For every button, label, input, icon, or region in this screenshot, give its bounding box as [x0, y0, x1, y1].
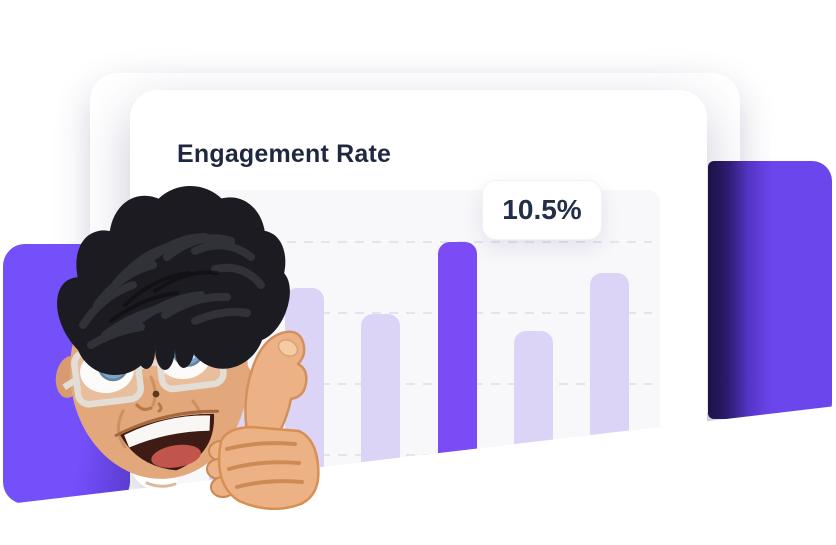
bar — [590, 273, 629, 505]
decoration-right-shape — [708, 161, 832, 419]
avatar-nose — [135, 375, 163, 413]
gridline — [185, 454, 652, 456]
bar — [513, 331, 553, 505]
avatar-mouth — [114, 409, 220, 471]
thumb-nail — [277, 339, 299, 357]
avatar-thumbs-up-hand — [206, 330, 320, 510]
gridline — [185, 312, 652, 314]
beauty-mark — [152, 390, 160, 398]
bar-highlighted — [437, 242, 477, 505]
avatar-hair — [57, 185, 290, 375]
card-title: Engagement Rate — [177, 140, 392, 168]
tooltip-value: 10.5% — [502, 194, 582, 225]
gridline — [185, 241, 652, 243]
memoji-avatar — [55, 185, 320, 510]
gridline — [185, 383, 652, 385]
value-tooltip: 10.5% — [482, 180, 602, 240]
bar — [361, 314, 401, 505]
